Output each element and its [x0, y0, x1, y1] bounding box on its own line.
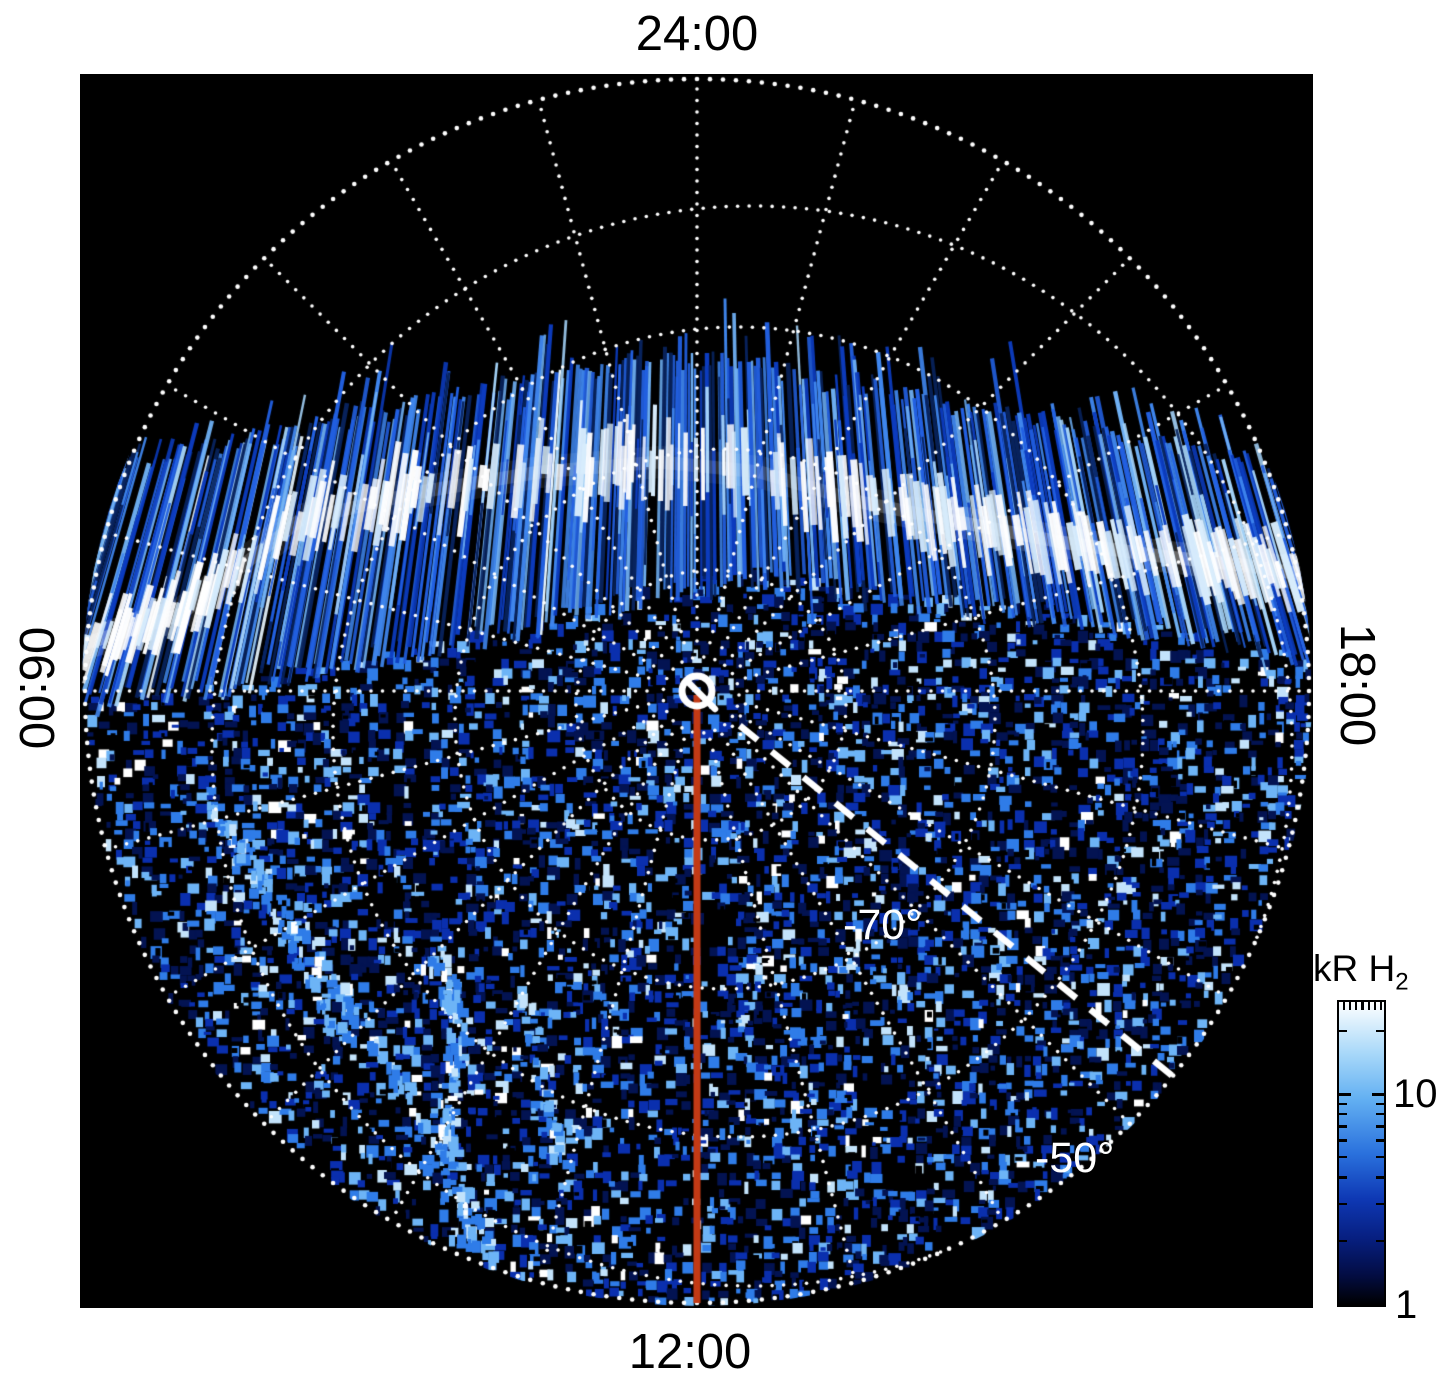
colorbar-top-minor-tick	[1367, 1002, 1370, 1010]
colorbar-tick	[1376, 1102, 1384, 1105]
colorbar-tick	[1339, 1156, 1347, 1159]
local-time-label-0600: 06:00	[9, 626, 63, 750]
colorbar-top-minor-tick	[1355, 1002, 1358, 1010]
colorbar-tick	[1339, 1139, 1347, 1142]
colorbar-tick-label-10: 10	[1393, 1072, 1438, 1116]
local-time-label-2400: 24:00	[635, 7, 759, 61]
colorbar-title: kR H2	[1313, 948, 1409, 996]
colorbar-top-minor-tick	[1342, 1002, 1345, 1010]
colorbar-tick	[1376, 1113, 1384, 1116]
colorbar-tick	[1339, 1092, 1351, 1096]
colorbar-tick	[1376, 1239, 1384, 1242]
latitude-label-50: -50°	[1035, 1134, 1115, 1182]
colorbar-top-minor-tick	[1380, 1002, 1383, 1010]
latitude-label-70: -70°	[843, 901, 923, 949]
colorbar-tick	[1339, 1239, 1347, 1242]
colorbar-tick	[1376, 1139, 1384, 1142]
colorbar-tick	[1339, 1176, 1347, 1179]
colorbar-top-minor-tick	[1348, 1002, 1351, 1010]
colorbar-tick	[1376, 1176, 1384, 1179]
colorbar	[1337, 1000, 1386, 1307]
colorbar-tick-label-1: 1	[1395, 1283, 1418, 1327]
colorbar-tick	[1339, 1202, 1347, 1205]
colorbar-tick	[1339, 1029, 1347, 1032]
colorbar-tick	[1376, 1125, 1384, 1128]
local-time-label-1200: 12:00	[628, 1325, 752, 1379]
colorbar-tick	[1339, 1125, 1347, 1128]
colorbar-tick	[1339, 1102, 1347, 1105]
local-time-label-1800: 18:00	[1330, 623, 1384, 747]
colorbar-tick	[1376, 1156, 1384, 1159]
aurora-polar-map-canvas	[80, 74, 1313, 1308]
colorbar-title-text: kR H	[1313, 948, 1396, 989]
colorbar-tick	[1372, 1092, 1384, 1096]
colorbar-tick	[1339, 1113, 1347, 1116]
polar-plot-area	[80, 74, 1313, 1308]
colorbar-top-minor-tick	[1374, 1002, 1377, 1010]
colorbar-tick	[1376, 1202, 1384, 1205]
colorbar-top-minor-tick	[1361, 1002, 1364, 1010]
colorbar-tick	[1376, 1029, 1384, 1032]
colorbar-title-subscript: 2	[1395, 968, 1409, 996]
